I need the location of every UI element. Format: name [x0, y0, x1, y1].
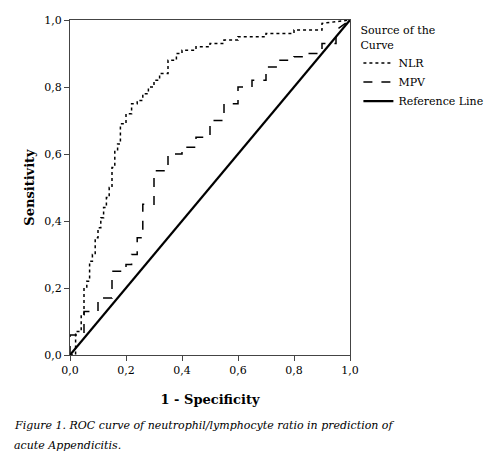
svg-text:acute Appendicitis.: acute Appendicitis.: [14, 439, 121, 452]
svg-text:0,6: 0,6: [44, 148, 62, 161]
svg-text:0,0: 0,0: [61, 364, 79, 377]
svg-text:0,8: 0,8: [285, 364, 303, 377]
svg-text:Reference Line: Reference Line: [398, 95, 483, 108]
svg-text:MPV: MPV: [398, 76, 426, 89]
svg-text:0,2: 0,2: [44, 282, 62, 295]
svg-text:0,4: 0,4: [44, 215, 62, 228]
svg-text:1,0: 1,0: [341, 364, 359, 377]
svg-text:Source of theCurve: Source of theCurve: [360, 24, 435, 51]
svg-text:Figure 1. ROC curve of neutrop: Figure 1. ROC curve of neutrophil/lympho…: [14, 419, 394, 432]
svg-text:NLR: NLR: [398, 57, 424, 70]
svg-text:0,6: 0,6: [229, 364, 247, 377]
svg-text:0,0: 0,0: [44, 349, 62, 362]
svg-text:1 - Specificity: 1 - Specificity: [161, 392, 260, 407]
svg-text:1,0: 1,0: [44, 14, 62, 27]
svg-text:0,2: 0,2: [117, 364, 135, 377]
svg-text:0,4: 0,4: [173, 364, 191, 377]
svg-text:0,8: 0,8: [44, 81, 62, 94]
svg-text:Sensitivity: Sensitivity: [22, 149, 37, 226]
